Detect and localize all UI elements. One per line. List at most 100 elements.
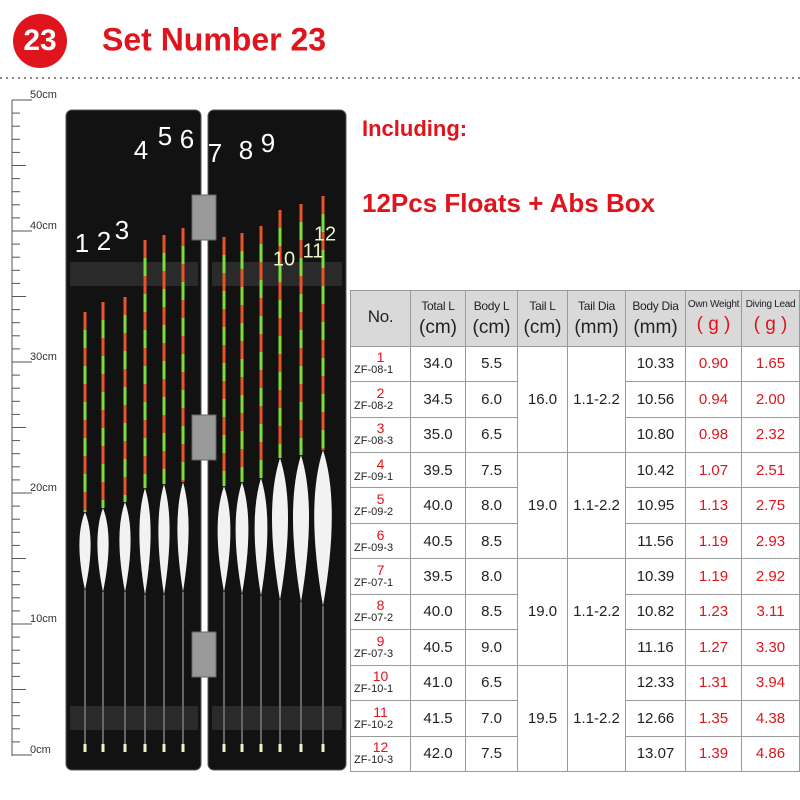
float-body — [79, 512, 91, 590]
row-model: ZF-08-2 — [354, 399, 394, 412]
row-index: 9 — [376, 632, 385, 649]
hinge — [191, 631, 217, 678]
cell: 19.0 — [517, 451, 568, 560]
ruler-label: 10cm — [30, 613, 57, 625]
table-row: 6 ZF-09-3 40.5 8.5 11.56 1.19 2.93 — [350, 522, 800, 560]
float-number: 4 — [134, 135, 148, 165]
row-index: 7 — [376, 562, 385, 579]
float-number: 7 — [208, 138, 222, 168]
cell: 2.32 — [741, 416, 800, 454]
table-row: 8 ZF-07-2 40.0 8.5 10.82 1.23 3.11 — [350, 593, 800, 631]
row-model: ZF-10-3 — [354, 754, 394, 767]
row-index: 10 — [372, 668, 389, 685]
cell: 1.13 — [685, 487, 742, 524]
float-number: 2 — [97, 226, 111, 256]
float-end — [240, 744, 244, 752]
cell: 0.98 — [685, 416, 742, 454]
no-cell: 11 ZF-10-2 — [350, 700, 411, 737]
header-cell: Diving Lead ( g ) — [741, 290, 800, 347]
cell: 42.0 — [410, 735, 466, 772]
cell: 19.0 — [517, 558, 568, 666]
title: Set Number 23 — [102, 21, 326, 57]
no-cell: 8 ZF-07-2 — [350, 593, 411, 631]
header-label: Tail L — [529, 299, 556, 313]
header-cell: Tail Dia (mm) — [567, 290, 626, 347]
float-end — [222, 744, 226, 752]
cell: 0.94 — [685, 381, 742, 418]
header-unit: (mm) — [633, 317, 678, 338]
row-model: ZF-07-2 — [354, 612, 394, 625]
float-body — [177, 482, 189, 592]
badge-number: 23 — [23, 24, 56, 57]
ruler-label: 20cm — [30, 482, 57, 494]
no-cell: 10 ZF-10-1 — [350, 664, 411, 702]
table-row: 5 ZF-09-2 40.0 8.0 10.95 1.13 2.75 — [350, 487, 800, 524]
cell: 34.5 — [410, 381, 466, 418]
cell: 1.31 — [685, 664, 742, 702]
contents: 12Pcs Floats + Abs Box — [362, 188, 656, 218]
table-row: 12 ZF-10-3 42.0 7.5 13.07 1.39 4.86 — [350, 735, 800, 772]
header-label: Diving Lead — [745, 299, 796, 310]
ruler-label: 50cm — [30, 89, 57, 101]
hinge — [191, 414, 217, 461]
cell: 1.23 — [685, 593, 742, 631]
cell: 10.33 — [625, 345, 686, 383]
cell: 11.16 — [625, 629, 686, 666]
cell: 0.90 — [685, 345, 742, 383]
cell: 1.19 — [685, 522, 742, 560]
header-label: Body L — [473, 299, 510, 313]
header-cell: No. — [350, 290, 411, 347]
cell: 10.80 — [625, 416, 686, 454]
float-end — [143, 744, 147, 752]
float-body — [272, 458, 288, 600]
float-body — [217, 486, 231, 592]
cell: 10.82 — [625, 593, 686, 631]
cell: 10.39 — [625, 558, 686, 595]
cell: 40.0 — [410, 487, 466, 524]
row-index: 1 — [376, 349, 385, 366]
ruler-label: 0cm — [30, 744, 51, 756]
strap — [212, 262, 342, 286]
header-cell: Body L (cm) — [465, 290, 518, 347]
cell: 7.0 — [465, 700, 518, 737]
cell: 40.5 — [410, 522, 466, 560]
cell: 3.11 — [741, 593, 800, 631]
table-row: 3 ZF-08-3 35.0 6.5 10.80 0.98 2.32 — [350, 416, 800, 454]
cell: 19.5 — [517, 664, 568, 773]
float-number: 11 — [303, 240, 324, 262]
float-number: 8 — [239, 135, 253, 165]
row-index: 5 — [376, 491, 385, 508]
float-number: 12 — [314, 223, 336, 245]
cell: 8.0 — [465, 558, 518, 595]
row-index: 11 — [373, 703, 388, 720]
table-row: 4 ZF-09-1 39.5 7.5 19.0 1.1-2.2 10.42 1.07 2.51 — [350, 451, 800, 560]
cell: 5.5 — [465, 345, 518, 383]
cell: 1.39 — [685, 735, 742, 772]
cell: 8.5 — [465, 522, 518, 560]
cell: 12.66 — [625, 700, 686, 737]
float-end — [181, 744, 185, 752]
cell: 1.07 — [685, 451, 742, 489]
row-model: ZF-09-2 — [354, 506, 394, 519]
header-unit: (cm) — [472, 317, 511, 338]
cell: 10.95 — [625, 487, 686, 524]
header-unit: (mm) — [574, 317, 619, 338]
float-body — [158, 484, 170, 595]
hinge — [191, 194, 217, 241]
cell: 7.5 — [465, 735, 518, 772]
float-number: 10 — [273, 248, 295, 270]
no-cell: 12 ZF-10-3 — [350, 735, 411, 772]
cell: 12.33 — [625, 664, 686, 702]
ruler-label: 30cm — [30, 351, 57, 363]
header-unit: (cm) — [523, 317, 562, 338]
spec-table: No. Total L (cm) Body L (cm) Tail L (cm) Tail D… — [350, 290, 800, 773]
float-number: 5 — [158, 121, 172, 151]
float-number: 9 — [261, 128, 275, 158]
float-number: 3 — [115, 215, 129, 245]
cell: 1.19 — [685, 558, 742, 595]
cell: 9.0 — [465, 629, 518, 666]
cell: 40.0 — [410, 593, 466, 631]
no-cell: 6 ZF-09-3 — [350, 522, 411, 560]
float-end — [278, 744, 282, 752]
